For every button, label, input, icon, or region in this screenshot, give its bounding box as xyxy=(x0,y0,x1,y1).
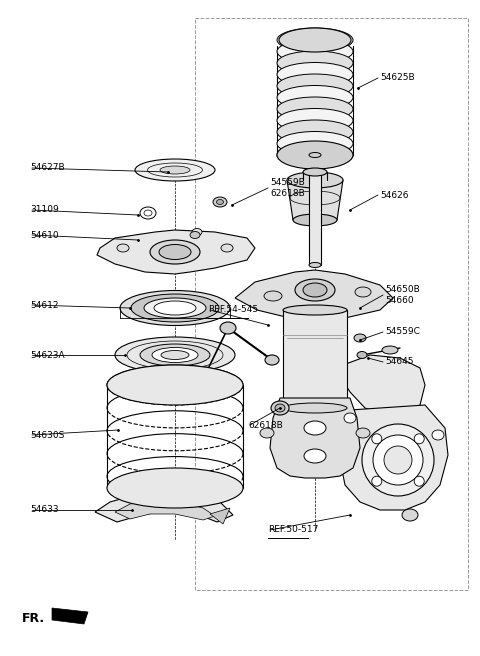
Ellipse shape xyxy=(192,228,202,236)
Ellipse shape xyxy=(303,283,327,297)
Ellipse shape xyxy=(107,468,243,508)
Ellipse shape xyxy=(220,322,236,334)
Ellipse shape xyxy=(275,404,285,412)
Ellipse shape xyxy=(260,428,274,438)
Text: 54645: 54645 xyxy=(385,358,413,367)
Ellipse shape xyxy=(277,51,353,75)
Ellipse shape xyxy=(309,152,321,157)
Text: REF.50-517: REF.50-517 xyxy=(268,525,318,535)
Text: REF.54-545: REF.54-545 xyxy=(208,306,258,314)
Polygon shape xyxy=(340,405,448,510)
Ellipse shape xyxy=(277,85,353,110)
Ellipse shape xyxy=(277,28,353,52)
Text: FR.: FR. xyxy=(22,611,45,625)
Ellipse shape xyxy=(277,131,353,155)
Ellipse shape xyxy=(115,337,235,373)
Polygon shape xyxy=(283,310,347,408)
Ellipse shape xyxy=(197,369,213,381)
Ellipse shape xyxy=(356,428,370,438)
Ellipse shape xyxy=(309,262,321,268)
Ellipse shape xyxy=(372,476,382,486)
Polygon shape xyxy=(97,230,255,274)
Ellipse shape xyxy=(304,421,326,435)
Ellipse shape xyxy=(131,294,219,322)
Ellipse shape xyxy=(277,74,353,98)
Ellipse shape xyxy=(264,291,282,301)
Ellipse shape xyxy=(107,365,243,405)
Text: 54630S: 54630S xyxy=(30,430,64,440)
Ellipse shape xyxy=(354,334,366,342)
Text: 54633: 54633 xyxy=(30,506,59,514)
Ellipse shape xyxy=(293,214,337,226)
Ellipse shape xyxy=(362,424,434,496)
Bar xyxy=(195,18,468,590)
Ellipse shape xyxy=(414,434,424,444)
Polygon shape xyxy=(115,500,215,520)
Ellipse shape xyxy=(304,449,326,463)
Ellipse shape xyxy=(120,291,230,325)
Ellipse shape xyxy=(303,168,327,176)
Ellipse shape xyxy=(190,232,200,239)
Text: 31109: 31109 xyxy=(30,205,59,215)
Ellipse shape xyxy=(357,352,367,358)
Ellipse shape xyxy=(283,305,347,315)
Ellipse shape xyxy=(295,279,335,301)
Polygon shape xyxy=(235,270,393,320)
Ellipse shape xyxy=(213,197,227,207)
Ellipse shape xyxy=(277,97,353,121)
Ellipse shape xyxy=(277,141,353,169)
Ellipse shape xyxy=(283,403,347,413)
Text: 54650B
54660: 54650B 54660 xyxy=(385,285,420,304)
Ellipse shape xyxy=(140,344,210,366)
Ellipse shape xyxy=(117,244,129,252)
Ellipse shape xyxy=(372,434,382,444)
Ellipse shape xyxy=(144,298,206,318)
Ellipse shape xyxy=(373,435,423,485)
Text: 54625B: 54625B xyxy=(380,73,415,83)
Text: 54627B: 54627B xyxy=(30,163,65,173)
Ellipse shape xyxy=(135,159,215,181)
Ellipse shape xyxy=(277,120,353,144)
Ellipse shape xyxy=(382,346,398,354)
Text: 54623A: 54623A xyxy=(30,350,65,359)
Ellipse shape xyxy=(159,245,191,260)
Ellipse shape xyxy=(355,287,371,297)
Ellipse shape xyxy=(161,350,189,359)
Ellipse shape xyxy=(402,509,418,521)
Ellipse shape xyxy=(277,39,353,64)
Ellipse shape xyxy=(271,401,289,415)
Ellipse shape xyxy=(154,301,196,315)
Polygon shape xyxy=(210,508,230,524)
Ellipse shape xyxy=(384,446,412,474)
Ellipse shape xyxy=(216,199,224,205)
Polygon shape xyxy=(52,608,88,624)
Ellipse shape xyxy=(221,244,233,252)
Ellipse shape xyxy=(414,476,424,486)
Polygon shape xyxy=(287,180,343,220)
Polygon shape xyxy=(270,398,360,478)
Polygon shape xyxy=(95,492,233,522)
Ellipse shape xyxy=(160,166,190,174)
Text: 54626: 54626 xyxy=(380,190,408,199)
Ellipse shape xyxy=(150,240,200,264)
Ellipse shape xyxy=(277,62,353,87)
Polygon shape xyxy=(335,355,425,415)
Ellipse shape xyxy=(287,172,343,188)
Text: 54610: 54610 xyxy=(30,230,59,239)
Ellipse shape xyxy=(265,355,279,365)
Ellipse shape xyxy=(152,348,198,363)
Text: 54559C: 54559C xyxy=(385,327,420,337)
Text: 54559B
62618B: 54559B 62618B xyxy=(270,178,305,197)
Ellipse shape xyxy=(344,413,356,423)
Ellipse shape xyxy=(279,28,351,52)
Ellipse shape xyxy=(277,108,353,133)
Polygon shape xyxy=(309,155,321,265)
Text: 54612: 54612 xyxy=(30,300,59,310)
Ellipse shape xyxy=(432,430,444,440)
Ellipse shape xyxy=(277,143,353,167)
Text: 62618B: 62618B xyxy=(248,420,283,430)
